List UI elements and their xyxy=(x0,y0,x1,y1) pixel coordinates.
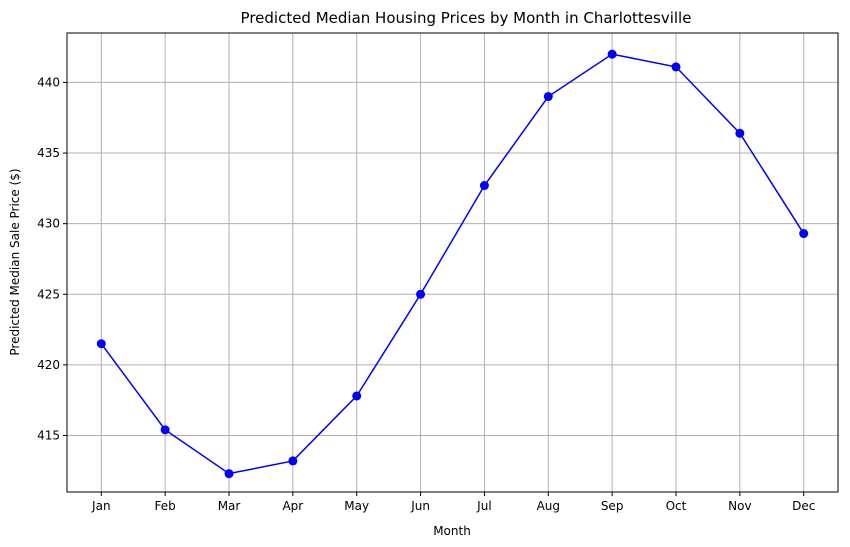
data-point xyxy=(224,469,234,479)
y-tick-label: 440 xyxy=(37,75,60,89)
data-point xyxy=(543,92,553,102)
x-tick-label: Sep xyxy=(601,499,624,513)
x-axis-label: Month xyxy=(433,524,471,538)
data-point xyxy=(607,49,617,59)
y-axis-label: Predicted Median Sale Price ($) xyxy=(8,168,22,355)
grid-layer xyxy=(67,33,838,492)
data-point xyxy=(671,62,681,72)
x-tick-label: Dec xyxy=(792,499,815,513)
x-tick-label: Aug xyxy=(537,499,560,513)
y-tick-label: 430 xyxy=(37,217,60,231)
x-tick-label: Jan xyxy=(91,499,111,513)
x-tick-label: Oct xyxy=(666,499,687,513)
series-line xyxy=(100,53,805,475)
data-point xyxy=(288,456,298,466)
x-tick-label: Jul xyxy=(476,499,491,513)
y-axis-ticks: 415 420 425 430 435 440 xyxy=(37,75,67,443)
data-point xyxy=(160,425,170,435)
x-tick-label: Apr xyxy=(282,499,303,513)
data-point xyxy=(479,181,489,191)
x-tick-label: Jun xyxy=(410,499,430,513)
data-point xyxy=(96,339,106,349)
y-tick-label: 435 xyxy=(37,146,60,160)
x-tick-label: Mar xyxy=(218,499,241,513)
data-point xyxy=(799,229,809,239)
y-tick-label: 415 xyxy=(37,429,60,443)
data-point xyxy=(735,128,745,138)
plot-frame xyxy=(66,32,839,493)
chart-title: Predicted Median Housing Prices by Month… xyxy=(241,9,692,27)
data-point xyxy=(416,289,426,299)
x-tick-label: May xyxy=(344,499,369,513)
x-axis-ticks: Jan Feb Mar Apr May Jun Jul Aug Sep Oct Nov Dec xyxy=(91,492,815,513)
data-point xyxy=(352,391,362,401)
y-tick-label: 420 xyxy=(37,358,60,372)
series-layer xyxy=(96,49,809,479)
x-tick-label: Nov xyxy=(728,499,751,513)
y-tick-label: 425 xyxy=(37,287,60,301)
x-tick-label: Feb xyxy=(155,499,176,513)
